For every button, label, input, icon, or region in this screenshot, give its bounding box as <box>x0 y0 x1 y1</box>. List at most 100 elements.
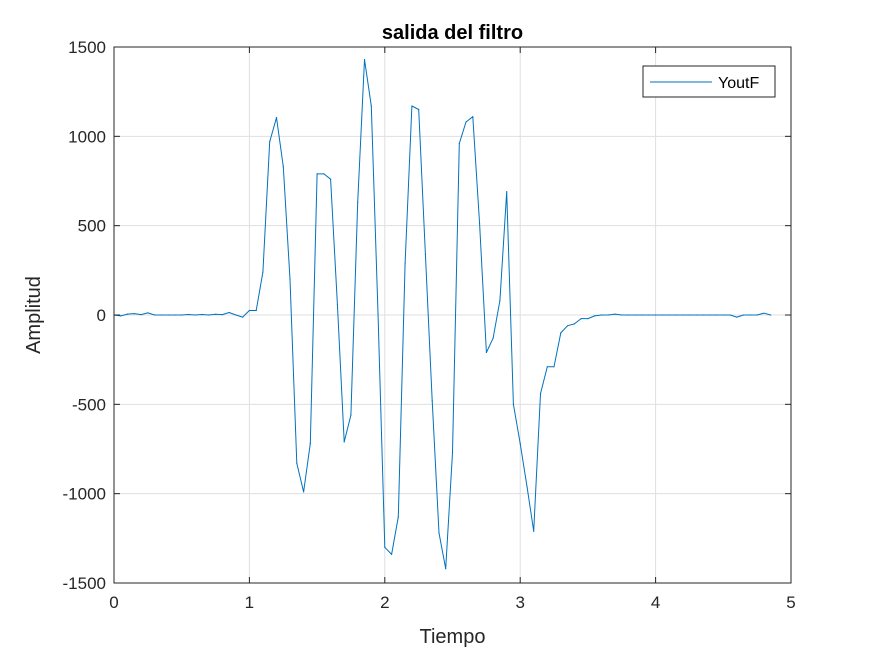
data-point <box>485 351 487 354</box>
data-point <box>472 116 474 118</box>
data-point <box>580 318 582 320</box>
data-point <box>499 300 501 302</box>
data-point <box>458 142 460 145</box>
data-point <box>492 337 494 339</box>
data-point <box>221 314 223 316</box>
data-point <box>614 313 616 315</box>
x-axis-label: Tiempo <box>420 626 486 648</box>
data-point <box>215 313 217 315</box>
data-point <box>641 314 643 316</box>
data-point <box>770 314 772 316</box>
x-tick-label: 0 <box>109 593 118 612</box>
chart-title: salida del filtro <box>382 22 523 44</box>
data-point <box>316 173 318 175</box>
data-point <box>120 315 122 317</box>
data-point <box>479 223 481 225</box>
data-point <box>688 314 691 316</box>
data-point <box>194 314 196 316</box>
data-point <box>451 452 454 454</box>
data-point <box>438 532 440 534</box>
data-point <box>181 314 183 316</box>
data-point <box>533 530 535 532</box>
data-point <box>729 314 731 316</box>
ticks: 0 1 2 3 4 5 -1500 -1000 -500 0 500 1000 1500 <box>63 38 796 612</box>
x-tick-label: 4 <box>651 593 660 612</box>
data-point <box>743 314 745 316</box>
data-point <box>309 443 311 445</box>
y-tick-label: -500 <box>72 395 106 414</box>
data-point <box>323 173 325 175</box>
data-point <box>445 568 447 570</box>
data-point <box>201 313 203 316</box>
data-point <box>668 314 670 316</box>
data-point <box>357 201 359 203</box>
y-tick-label: -1000 <box>63 485 106 504</box>
data-point <box>655 314 657 316</box>
data-point <box>363 58 366 61</box>
data-point <box>275 117 278 119</box>
x-tick-label: 5 <box>786 593 795 612</box>
data-point <box>715 314 718 316</box>
data-point <box>397 516 399 518</box>
data-point <box>228 311 230 314</box>
y-tick-label: 500 <box>78 217 106 236</box>
legend: YoutF <box>642 65 776 98</box>
data-point <box>702 314 704 316</box>
x-tick-label: 1 <box>245 593 254 612</box>
data-point <box>431 400 433 402</box>
data-point <box>174 314 176 316</box>
data-point <box>600 314 603 316</box>
x-tick-label: 2 <box>380 593 389 612</box>
y-axis-label: Amplitud <box>23 276 45 354</box>
legend-label: YoutF <box>718 75 759 92</box>
data-point <box>621 314 623 316</box>
data-point <box>296 462 298 464</box>
data-point <box>242 316 244 318</box>
data-point <box>187 313 190 316</box>
data-point <box>126 313 129 315</box>
data-point <box>133 313 135 315</box>
data-point <box>506 191 508 193</box>
data-point <box>424 253 426 255</box>
data-point <box>384 546 386 548</box>
data-point <box>512 403 515 405</box>
data-point <box>682 314 684 316</box>
data-point <box>262 271 264 273</box>
data-point <box>519 443 521 445</box>
data-point <box>377 312 379 314</box>
data-point <box>627 314 630 316</box>
data-point <box>567 325 569 327</box>
data-point <box>560 332 562 334</box>
data-point <box>465 121 467 123</box>
y-tick-label: 1500 <box>68 38 106 57</box>
data-point <box>269 141 271 143</box>
data-point <box>736 316 738 318</box>
data-point <box>722 314 724 316</box>
data-point <box>634 314 636 316</box>
y-tick-label: -1500 <box>63 574 106 593</box>
series-line-0 <box>113 59 771 570</box>
data-point <box>418 108 420 111</box>
data-point <box>391 553 393 556</box>
data-point <box>539 393 542 395</box>
data-point <box>208 314 210 316</box>
data-point <box>675 314 677 316</box>
data-point <box>573 323 576 325</box>
data-point <box>248 309 250 312</box>
data-point <box>370 105 372 107</box>
data-point <box>594 315 596 317</box>
data-point <box>695 314 697 316</box>
data-point <box>167 314 169 316</box>
data-point <box>661 314 664 316</box>
data-point <box>289 278 291 280</box>
y-tick-label: 0 <box>97 306 106 325</box>
data-point <box>709 314 711 316</box>
data-point <box>648 314 650 316</box>
data-point <box>255 309 257 312</box>
data-point <box>282 166 284 168</box>
data-point <box>147 312 149 314</box>
data-point <box>330 178 332 180</box>
data-point <box>336 303 338 305</box>
